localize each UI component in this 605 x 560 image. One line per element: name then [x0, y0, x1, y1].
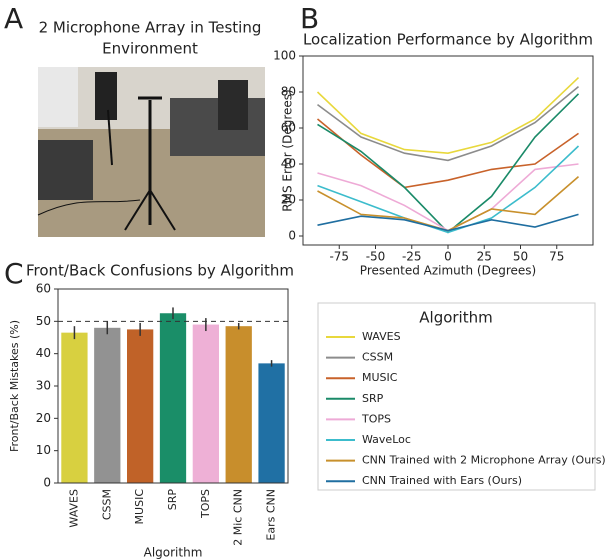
bar	[192, 324, 219, 483]
legend-label: MUSIC	[362, 371, 398, 384]
bar	[127, 329, 154, 483]
photo-caption: Environment	[102, 40, 198, 58]
y-tick-label: 30	[36, 379, 51, 393]
bar	[258, 363, 285, 483]
series-line	[316, 118, 579, 189]
y-tick-label: 80	[281, 85, 296, 99]
legend-label: TOPS	[361, 412, 391, 425]
y-axis-label: RMS Error (Degrees)	[281, 89, 295, 211]
y-tick-label: 40	[36, 346, 51, 360]
legend-label: CNN Trained with 2 Microphone Array (Our…	[362, 454, 605, 467]
legend-label: WaveLoc	[362, 433, 411, 446]
bar	[94, 327, 121, 483]
y-tick-label: 0	[288, 229, 296, 243]
y-axis-label: Front/Back Mistakes (%)	[8, 320, 21, 452]
bar	[61, 332, 88, 483]
x-tick-label: -50	[366, 250, 386, 264]
x-tick-label: -25	[402, 250, 422, 264]
photo	[37, 67, 265, 237]
x-tick-label: 50	[513, 250, 528, 264]
y-tick-label: 0	[43, 476, 51, 490]
y-tick-label: 60	[36, 282, 51, 296]
series-line	[317, 213, 579, 232]
panel-label: B	[300, 2, 319, 35]
panel-label: A	[4, 2, 23, 35]
x-tick-label: -75	[329, 250, 349, 264]
y-tick-label: 20	[36, 411, 51, 425]
x-tick-label: 75	[549, 250, 564, 264]
y-tick-label: 100	[273, 49, 296, 63]
x-axis-label: Algorithm	[144, 546, 203, 560]
x-tick-label: WAVES	[67, 489, 80, 528]
x-tick-label: 25	[477, 250, 492, 264]
legend-label: SRP	[362, 392, 384, 405]
legend-box	[317, 302, 596, 491]
series-line	[317, 145, 580, 234]
panel-label: C	[4, 257, 24, 290]
y-tick-label: 10	[36, 443, 51, 457]
y-tick-label: 20	[281, 193, 296, 207]
chart-title: Front/Back Confusions by Algorithm	[26, 262, 294, 280]
legend-label: CSSM	[362, 351, 393, 364]
series-line	[316, 77, 580, 155]
x-axis-label: Presented Azimuth (Degrees)	[360, 264, 536, 278]
x-tick-label: SRP	[166, 489, 179, 511]
x-tick-label: Ears CNN	[265, 489, 278, 541]
x-tick-label: CSSM	[100, 489, 113, 520]
y-tick-label: 40	[281, 157, 296, 171]
photo-caption: 2 Microphone Array in Testing	[39, 19, 262, 37]
series-line	[317, 85, 580, 162]
x-tick-label: 2 Mic CNN	[232, 489, 245, 546]
chart-title: Localization Performance by Algorithm	[303, 31, 593, 49]
legend-label: CNN Trained with Ears (Ours)	[362, 474, 522, 487]
x-tick-label: TOPS	[199, 489, 212, 519]
bar	[159, 313, 187, 483]
y-tick-label: 60	[281, 121, 296, 135]
y-tick-label: 50	[36, 314, 51, 328]
plot-area	[302, 55, 594, 246]
legend-label: WAVES	[362, 330, 401, 343]
bar	[225, 326, 252, 483]
x-tick-label: 0	[444, 250, 452, 264]
legend-title: Algorithm	[419, 309, 492, 327]
series-line	[317, 163, 579, 232]
x-tick-label: MUSIC	[133, 489, 146, 525]
plot-area	[57, 288, 289, 484]
